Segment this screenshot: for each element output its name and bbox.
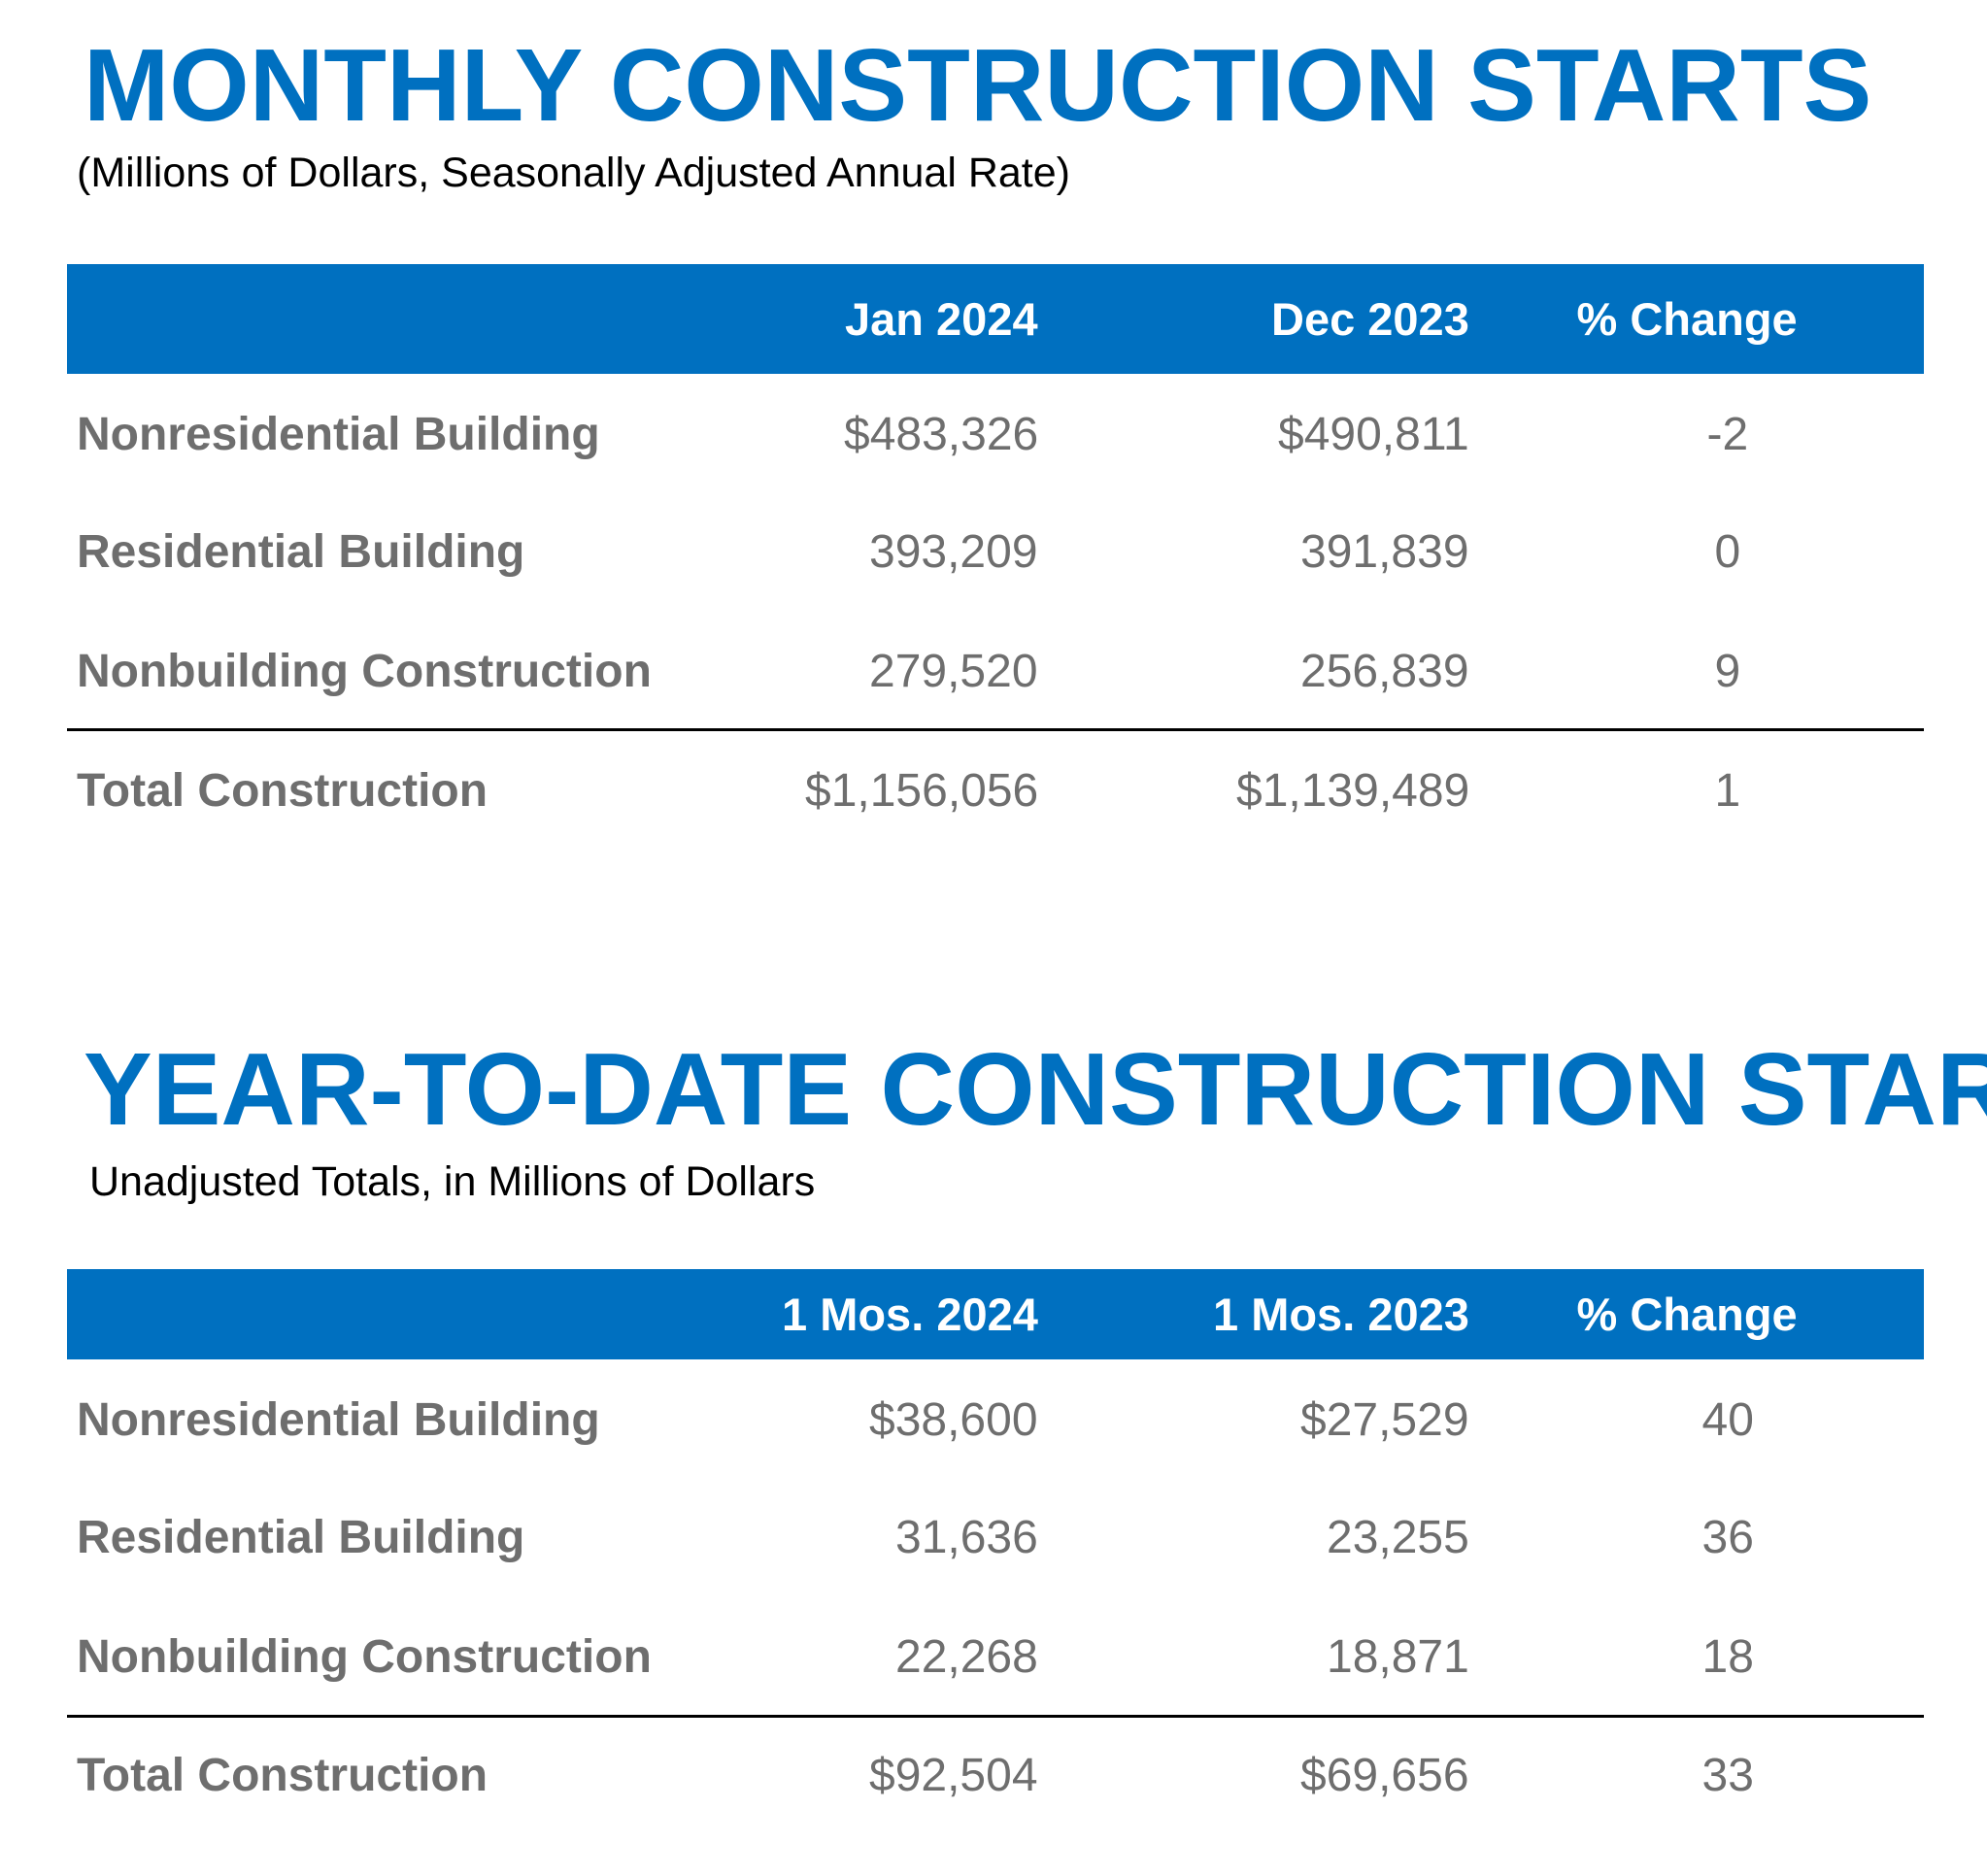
cell-value: $69,656 — [1300, 1750, 1469, 1801]
cell-value: $1,139,489 — [1236, 765, 1470, 817]
cell-value: $38,600 — [869, 1394, 1038, 1446]
cell-value: 393,209 — [869, 526, 1038, 578]
cell-value: 256,839 — [1300, 646, 1469, 697]
total-rule — [67, 728, 1924, 731]
row-label: Nonbuilding Construction — [77, 646, 652, 697]
column-header: 1 Mos. 2023 — [1213, 1289, 1469, 1340]
cell-value: 391,839 — [1300, 526, 1469, 578]
cell-value: 18 — [1701, 1631, 1754, 1683]
cell-value: $490,811 — [1278, 409, 1469, 460]
row-label: Nonresidential Building — [77, 1394, 600, 1446]
cell-value: 18,871 — [1327, 1631, 1469, 1683]
cell-value: 33 — [1701, 1750, 1754, 1801]
row-label: Total Construction — [77, 765, 488, 817]
row-label: Residential Building — [77, 526, 525, 578]
column-header: % Change — [1576, 1289, 1798, 1340]
cell-value: 31,636 — [895, 1512, 1038, 1563]
cell-value: 279,520 — [869, 646, 1038, 697]
cell-value: 23,255 — [1327, 1512, 1469, 1563]
column-header: Dec 2023 — [1271, 293, 1469, 345]
cell-value: 40 — [1701, 1394, 1754, 1446]
row-label: Total Construction — [77, 1750, 488, 1801]
row-label: Nonresidential Building — [77, 409, 600, 460]
cell-value: $27,529 — [1300, 1394, 1469, 1446]
cell-value: 9 — [1714, 646, 1741, 697]
row-label: Residential Building — [77, 1512, 525, 1563]
cell-value: $92,504 — [869, 1750, 1038, 1801]
cell-value: $483,326 — [844, 409, 1039, 460]
section-subtitle: Unadjusted Totals, in Millions of Dollar… — [89, 1157, 816, 1205]
column-header: % Change — [1576, 293, 1798, 345]
column-header: 1 Mos. 2024 — [782, 1289, 1038, 1340]
header-bar — [67, 1269, 1924, 1359]
cell-value: -2 — [1706, 409, 1749, 460]
total-rule — [67, 1715, 1924, 1718]
section-title: MONTHLY CONSTRUCTION STARTS — [84, 28, 1872, 143]
row-label: Nonbuilding Construction — [77, 1631, 652, 1683]
cell-value: 1 — [1714, 765, 1741, 817]
section-subtitle: (Millions of Dollars, Seasonally Adjuste… — [77, 149, 1070, 196]
cell-value: 36 — [1701, 1512, 1754, 1563]
section-title: YEAR-TO-DATE CONSTRUCTION STAR — [84, 1032, 1987, 1147]
column-header: Jan 2024 — [845, 293, 1038, 345]
cell-value: 22,268 — [895, 1631, 1038, 1683]
header-bar — [67, 264, 1924, 374]
cell-value: 0 — [1714, 526, 1741, 578]
cell-value: $1,156,056 — [805, 765, 1039, 817]
